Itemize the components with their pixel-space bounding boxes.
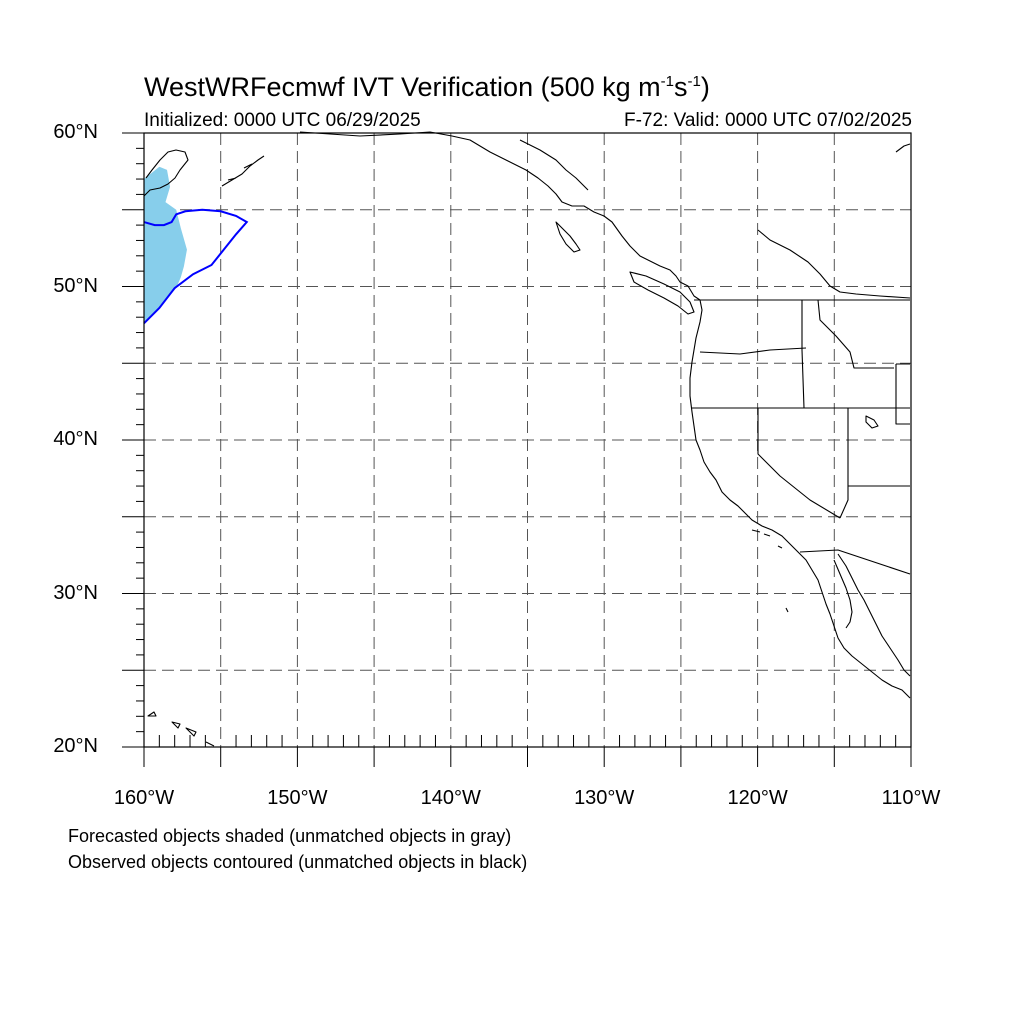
title-exponent-1: -1	[660, 73, 674, 90]
title-unit-s: s	[673, 72, 688, 102]
canada-interior	[757, 229, 911, 299]
latitude-label: 40°N	[53, 428, 98, 450]
latitude-label: 50°N	[53, 274, 98, 297]
observed-object-contour	[143, 208, 249, 325]
initialized-label: Initialized: 0000 UTC 06/29/2025	[144, 110, 421, 131]
latitude-label: 20°N	[53, 735, 98, 757]
vancouver-island	[629, 271, 695, 315]
idaho-montana	[801, 300, 805, 409]
alaska-bc-coast	[299, 131, 701, 301]
graticule	[144, 133, 911, 747]
title-close: )	[700, 72, 710, 102]
nv-az-border	[839, 408, 849, 519]
longitude-label: 160°W	[113, 787, 175, 809]
longitude-label: 120°W	[727, 787, 788, 809]
latitude-label: 60°N	[53, 121, 98, 143]
great-salt-lake	[865, 415, 879, 429]
map-frame	[143, 132, 912, 748]
forecast-object-shading	[144, 166, 187, 324]
map-title: WestWRFecmwf IVT Verification (500 kg m-…	[144, 72, 710, 103]
hawaii-islands	[147, 711, 215, 747]
latitude-label: 30°N	[53, 581, 98, 604]
wa-or-border	[699, 347, 807, 355]
haida-gwaii	[555, 221, 581, 253]
ca-nv-border	[757, 408, 841, 519]
channel-islands	[751, 529, 789, 613]
title-text: WestWRFecmwf IVT Verification (500 kg m	[144, 72, 661, 102]
axis-ticks	[122, 132, 912, 767]
valid-time-label: F-72: Valid: 0000 UTC 07/02/2025	[624, 110, 912, 131]
us-mexico-border	[799, 549, 911, 575]
longitude-label: 140°W	[420, 787, 481, 809]
hudson-bay-edge	[895, 143, 911, 153]
title-exponent-2: -1	[687, 73, 701, 90]
coastlines	[143, 131, 911, 747]
caption-forecast: Forecasted objects shaded (unmatched obj…	[68, 826, 512, 846]
wyoming-box	[895, 363, 910, 425]
longitude-label: 130°W	[574, 787, 635, 809]
gulf-of-california	[837, 553, 911, 677]
longitude-label: 110°W	[881, 787, 941, 809]
alaska-islands	[221, 155, 265, 187]
caption-observed: Observed objects contoured (unmatched ob…	[68, 852, 528, 872]
us-west-coast	[689, 299, 911, 699]
alaska-coast-west	[143, 149, 189, 197]
montana-east	[817, 299, 894, 369]
longitude-label: 150°W	[267, 787, 328, 809]
bc-inland-border	[519, 139, 589, 191]
baja-inner	[833, 559, 853, 629]
